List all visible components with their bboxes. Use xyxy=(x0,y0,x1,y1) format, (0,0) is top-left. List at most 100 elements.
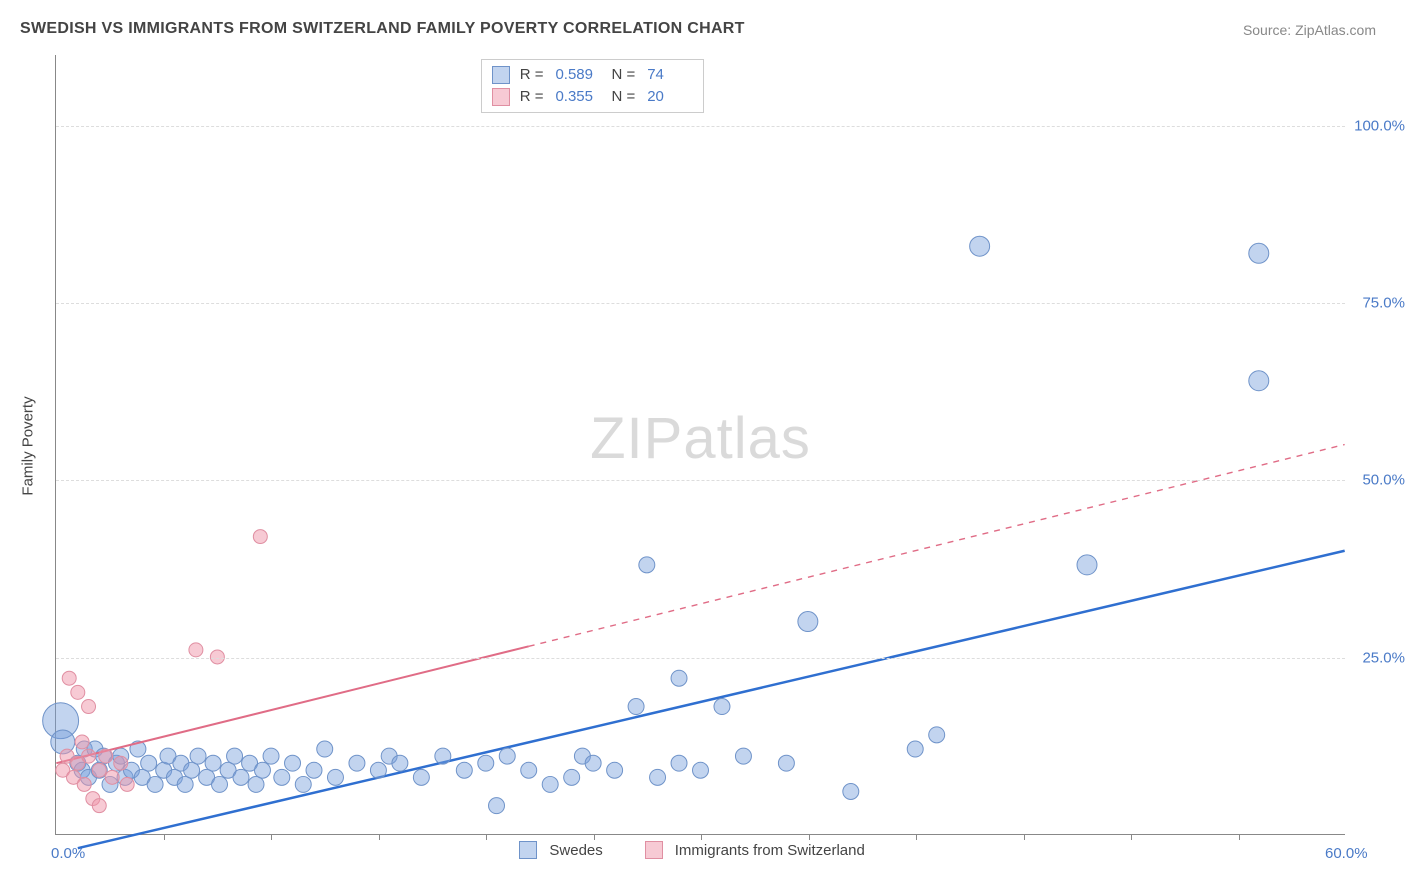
plot-area: ZIPatlas 25.0%50.0%75.0%100.0% xyxy=(55,55,1345,835)
x-tick xyxy=(809,834,810,840)
data-point-swedes xyxy=(564,769,580,785)
source-name: ZipAtlas.com xyxy=(1295,22,1376,38)
trend-line-swedes xyxy=(78,551,1345,848)
data-point-swedes xyxy=(478,755,494,771)
x-tick xyxy=(701,834,702,840)
data-point-swedes xyxy=(499,748,515,764)
data-point-swedes xyxy=(489,798,505,814)
data-point-swedes xyxy=(607,762,623,778)
data-point-swedes xyxy=(628,699,644,715)
data-point-swedes xyxy=(184,762,200,778)
data-point-swedes xyxy=(435,748,451,764)
r-value-swedes: 0.589 xyxy=(555,64,601,86)
data-point-swedes xyxy=(798,612,818,632)
r-label: R = xyxy=(520,86,544,108)
data-point-swedes xyxy=(907,741,923,757)
chart-title: SWEDISH VS IMMIGRANTS FROM SWITZERLAND F… xyxy=(20,20,745,38)
data-point-swedes xyxy=(521,762,537,778)
data-point-swedes xyxy=(693,762,709,778)
n-value-swedes: 74 xyxy=(647,64,693,86)
data-point-swedes xyxy=(1249,243,1269,263)
x-tick xyxy=(916,834,917,840)
data-point-swedes xyxy=(349,755,365,771)
data-point-swedes xyxy=(1077,555,1097,575)
data-point-immigrants xyxy=(99,749,113,763)
data-point-swedes xyxy=(456,762,472,778)
r-label: R = xyxy=(520,64,544,86)
legend-series: Swedes Immigrants from Switzerland xyxy=(519,841,864,859)
data-point-swedes xyxy=(650,769,666,785)
gridline xyxy=(56,126,1345,127)
source-prefix: Source: xyxy=(1243,22,1295,38)
data-point-swedes xyxy=(317,741,333,757)
x-tick xyxy=(594,834,595,840)
x-max-label: 60.0% xyxy=(1325,845,1368,862)
data-point-immigrants xyxy=(82,700,96,714)
data-point-swedes xyxy=(327,769,343,785)
legend-label-immigrants: Immigrants from Switzerland xyxy=(675,842,865,859)
data-point-swedes xyxy=(778,755,794,771)
x-origin-label: 0.0% xyxy=(51,845,85,862)
data-point-swedes xyxy=(1249,371,1269,391)
y-tick-label: 25.0% xyxy=(1362,649,1405,666)
x-tick xyxy=(271,834,272,840)
data-point-swedes xyxy=(147,776,163,792)
y-tick-label: 50.0% xyxy=(1362,472,1405,489)
data-point-swedes xyxy=(227,748,243,764)
data-point-immigrants xyxy=(114,756,128,770)
data-point-swedes xyxy=(671,755,687,771)
gridline xyxy=(56,658,1345,659)
data-point-swedes xyxy=(212,776,228,792)
data-point-swedes xyxy=(190,748,206,764)
data-point-immigrants xyxy=(120,777,134,791)
x-tick xyxy=(164,834,165,840)
data-point-immigrants xyxy=(62,671,76,685)
y-axis-label: Family Poverty xyxy=(20,396,37,495)
data-point-immigrants xyxy=(253,530,267,544)
n-value-immigrants: 20 xyxy=(647,86,693,108)
data-point-swedes xyxy=(254,762,270,778)
data-point-swedes xyxy=(542,776,558,792)
data-point-immigrants xyxy=(189,643,203,657)
data-point-swedes xyxy=(177,776,193,792)
swatch-swedes-icon xyxy=(519,841,537,859)
data-point-swedes xyxy=(205,755,221,771)
data-point-swedes xyxy=(370,762,386,778)
data-point-immigrants xyxy=(92,799,106,813)
data-point-immigrants xyxy=(105,770,119,784)
x-tick xyxy=(1239,834,1240,840)
data-point-swedes xyxy=(263,748,279,764)
data-point-swedes xyxy=(929,727,945,743)
x-tick xyxy=(379,834,380,840)
data-point-swedes xyxy=(585,755,601,771)
swatch-swedes-icon xyxy=(492,66,510,84)
data-point-immigrants xyxy=(77,777,91,791)
data-point-swedes xyxy=(295,776,311,792)
n-label: N = xyxy=(611,64,635,86)
x-tick xyxy=(486,834,487,840)
plot-svg xyxy=(56,55,1345,834)
x-tick xyxy=(1131,834,1132,840)
swatch-immigrants-icon xyxy=(645,841,663,859)
data-point-immigrants xyxy=(92,763,106,777)
gridline xyxy=(56,480,1345,481)
data-point-swedes xyxy=(141,755,157,771)
data-point-swedes xyxy=(233,769,249,785)
data-point-swedes xyxy=(639,557,655,573)
data-point-swedes xyxy=(248,776,264,792)
legend-stats: R = 0.589 N = 74 R = 0.355 N = 20 xyxy=(481,59,705,113)
chart-container: SWEDISH VS IMMIGRANTS FROM SWITZERLAND F… xyxy=(0,0,1406,892)
data-point-swedes xyxy=(274,769,290,785)
data-point-swedes xyxy=(285,755,301,771)
source-attribution: Source: ZipAtlas.com xyxy=(1243,22,1376,38)
data-point-swedes xyxy=(970,236,990,256)
n-label: N = xyxy=(611,86,635,108)
legend-stats-row-swedes: R = 0.589 N = 74 xyxy=(492,64,694,86)
x-tick xyxy=(1024,834,1025,840)
y-tick-label: 100.0% xyxy=(1354,117,1405,134)
data-point-swedes xyxy=(392,755,408,771)
trend-line-immigrants xyxy=(56,646,528,763)
data-point-swedes xyxy=(671,670,687,686)
legend-label-swedes: Swedes xyxy=(549,842,602,859)
data-point-swedes xyxy=(714,699,730,715)
